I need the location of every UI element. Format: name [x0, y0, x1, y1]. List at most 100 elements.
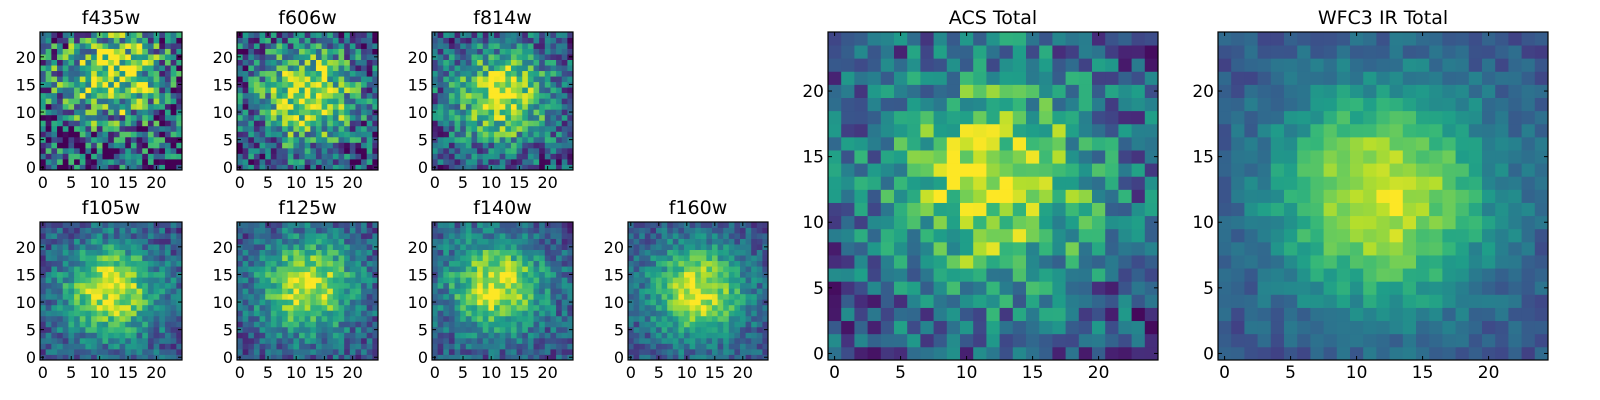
pixel-cell: [510, 81, 517, 88]
pixel-cell: [327, 238, 334, 245]
pixel-cell: [361, 315, 368, 322]
pixel-cell: [762, 266, 769, 273]
pixel-cell: [96, 304, 103, 311]
pixel-cell: [293, 260, 300, 267]
pixel-cell: [946, 202, 961, 217]
pixel-cell: [717, 288, 724, 295]
pixel-cell: [125, 158, 132, 165]
pixel-cell: [159, 142, 166, 149]
pixel-cell: [920, 268, 934, 282]
pixel-cell: [544, 43, 551, 49]
pixel-cell: [465, 244, 472, 250]
pixel-cell: [57, 37, 64, 44]
pixel-cell: [723, 337, 730, 344]
pixel-cell: [68, 43, 75, 49]
pixel-cell: [567, 337, 574, 344]
pixel-cell: [522, 54, 529, 60]
pixel-cell: [270, 32, 277, 38]
pixel-cell: [170, 153, 177, 160]
pixel-cell: [130, 260, 137, 267]
pixel-cell: [355, 136, 362, 143]
pixel-cell: [1131, 294, 1146, 308]
pixel-cell: [85, 266, 92, 273]
pixel-cell: [40, 142, 47, 149]
pixel-cell: [265, 153, 272, 160]
pixel-cell: [237, 125, 244, 132]
pixel-cell: [332, 266, 339, 273]
pixel-cell: [159, 103, 166, 110]
pixel-cell: [533, 227, 540, 234]
pixel-cell: [130, 142, 137, 149]
pixel-cell: [516, 153, 523, 160]
pixel-cell: [556, 136, 563, 143]
pixel-cell: [539, 244, 546, 250]
pixel-cell: [633, 288, 640, 295]
pixel-cell: [695, 343, 702, 350]
pixel-cell: [79, 321, 86, 328]
pixel-cell: [332, 227, 339, 234]
pixel-cell: [265, 326, 272, 333]
pixel-cell: [91, 147, 98, 154]
pixel-cell: [639, 348, 646, 355]
pixel-cell: [650, 227, 657, 234]
pixel-cell: [539, 310, 546, 317]
pixel-cell: [482, 332, 489, 339]
pixel-cell: [242, 125, 249, 132]
pixel-cell: [85, 125, 92, 132]
pixel-cell: [344, 92, 351, 99]
pixel-cell: [40, 304, 47, 311]
pixel-cell: [533, 142, 540, 149]
pixel-cell: [68, 120, 75, 127]
pixel-cell: [102, 158, 109, 165]
pixel-cell: [248, 277, 255, 284]
pixel-cell: [164, 266, 172, 273]
pixel-cell: [556, 131, 563, 138]
pixel-cell: [465, 54, 472, 60]
pixel-cell: [482, 48, 489, 55]
pixel-cell: [544, 326, 551, 333]
pixel-cell: [482, 131, 489, 138]
pixel-cell: [321, 54, 328, 60]
pixel-cell: [147, 87, 154, 94]
pixel-cell: [628, 227, 634, 234]
pixel-cell: [656, 337, 662, 344]
pixel-cell: [527, 299, 534, 306]
pixel-cell: [366, 70, 373, 77]
pixel-cell: [465, 153, 472, 160]
y-tick-label: 20: [16, 238, 36, 257]
pixel-cell: [153, 260, 160, 267]
pixel-cell: [361, 337, 368, 344]
pixel-cell: [153, 310, 160, 317]
pixel-cell: [494, 92, 501, 99]
pixel-cell: [661, 244, 668, 250]
pixel-cell: [471, 70, 478, 77]
pixel-cell: [68, 136, 75, 143]
pixel-cell: [756, 348, 763, 355]
pixel-cell: [147, 277, 154, 284]
pixel-cell: [130, 76, 137, 83]
pixel-cell: [828, 281, 842, 295]
pixel-cell: [315, 164, 322, 171]
pixel-cell: [567, 293, 574, 300]
pixel-cell: [689, 282, 696, 289]
pixel-cell: [494, 32, 501, 38]
pixel-cell: [51, 277, 58, 284]
pixel-cell: [556, 238, 563, 245]
panel-title: f140w: [473, 197, 532, 219]
pixel-cell: [147, 81, 154, 88]
pixel-cell: [516, 147, 523, 154]
pixel-cell: [717, 222, 724, 228]
pixel-cell: [125, 92, 132, 99]
pixel-cell: [332, 32, 339, 38]
pixel-cell: [960, 176, 974, 190]
pixel-cell: [125, 271, 132, 278]
pixel-cell: [522, 238, 529, 245]
pixel-cell: [522, 343, 529, 350]
pixel-cell: [471, 348, 478, 355]
pixel-cell: [695, 348, 702, 355]
pixel-cell: [79, 227, 86, 234]
pixel-cell: [510, 92, 517, 99]
pixel-cell: [299, 255, 306, 262]
pixel-cell: [448, 120, 455, 127]
pixel-cell: [460, 288, 467, 295]
